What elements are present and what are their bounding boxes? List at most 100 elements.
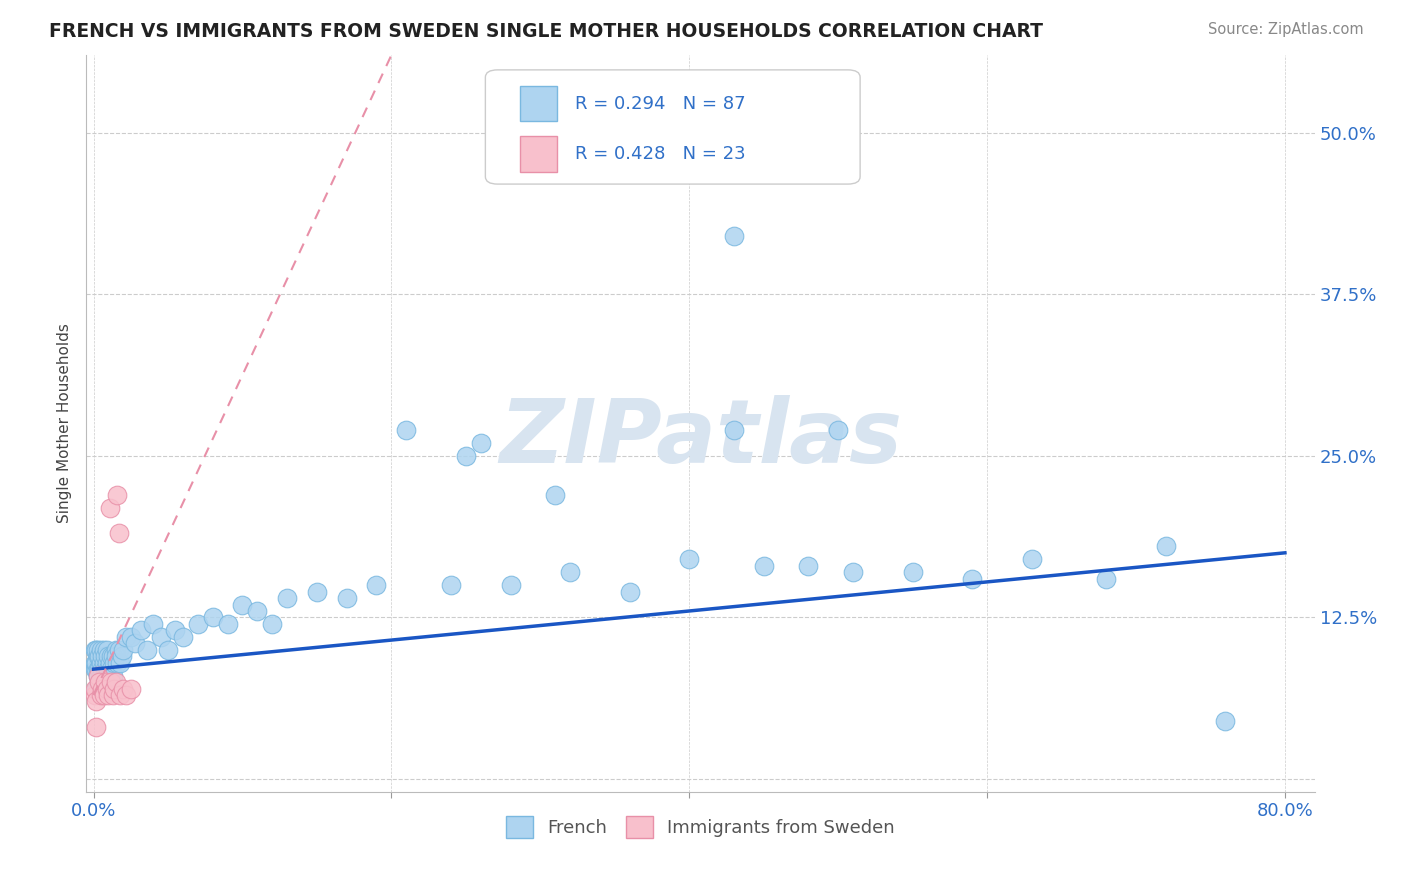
Point (115, 630, 138, 644)
Point (336, 591, 359, 605)
Point (276, 591, 298, 605)
Point (90, 668, 112, 682)
Point (84, 688, 107, 702)
FancyBboxPatch shape (485, 70, 860, 184)
Point (91, 662, 114, 676)
Point (90, 688, 112, 702)
Point (1021, 552, 1043, 566)
Point (678, 552, 700, 566)
Point (104, 649, 127, 664)
Point (100, 675, 122, 690)
Point (142, 616, 165, 631)
Point (93, 688, 115, 702)
Point (94, 662, 117, 676)
Point (94, 675, 117, 690)
Point (101, 668, 124, 682)
Point (93, 656, 115, 670)
Point (100, 662, 122, 676)
Point (87, 662, 110, 676)
Point (87, 649, 110, 664)
Point (797, 558, 820, 573)
Text: R = 0.428   N = 23: R = 0.428 N = 23 (575, 145, 745, 163)
Point (115, 688, 138, 702)
Legend: French, Immigrants from Sweden: French, Immigrants from Sweden (499, 809, 901, 846)
Point (129, 624, 152, 638)
Point (104, 642, 127, 657)
Point (87, 668, 110, 682)
Y-axis label: Single Mother Households: Single Mother Households (58, 324, 72, 524)
Point (104, 675, 127, 690)
Point (111, 649, 134, 664)
Point (86, 694, 108, 708)
Point (1215, 714, 1237, 728)
Point (96, 656, 118, 670)
Point (544, 488, 567, 502)
Text: Source: ZipAtlas.com: Source: ZipAtlas.com (1208, 22, 1364, 37)
Point (86, 642, 108, 657)
Point (619, 584, 641, 599)
Point (97, 649, 120, 664)
Text: FRENCH VS IMMIGRANTS FROM SWEDEN SINGLE MOTHER HOUSEHOLDS CORRELATION CHART: FRENCH VS IMMIGRANTS FROM SWEDEN SINGLE … (49, 22, 1043, 41)
Point (89, 662, 111, 676)
Point (96, 668, 118, 682)
Point (112, 681, 135, 696)
Point (84, 662, 107, 676)
Point (440, 578, 463, 592)
Point (100, 649, 122, 664)
Point (454, 449, 477, 463)
Point (187, 616, 209, 631)
Point (96, 642, 118, 657)
Point (84, 681, 107, 696)
Point (156, 642, 179, 657)
Point (827, 423, 849, 437)
Point (108, 642, 131, 657)
Point (98, 500, 121, 515)
Point (120, 630, 142, 644)
Point (103, 656, 125, 670)
Point (723, 229, 745, 244)
Point (752, 558, 775, 573)
Point (86, 656, 108, 670)
Point (366, 578, 388, 592)
Point (105, 656, 128, 670)
Text: ZIPatlas: ZIPatlas (499, 395, 901, 482)
Point (96, 681, 118, 696)
Point (87, 642, 110, 657)
Point (558, 565, 581, 579)
Point (98, 668, 121, 682)
Point (98, 656, 121, 670)
Point (1095, 572, 1118, 586)
Point (86, 720, 108, 734)
Point (94, 649, 117, 664)
Point (91, 681, 114, 696)
Text: R = 0.294   N = 87: R = 0.294 N = 87 (575, 95, 745, 112)
Point (89, 649, 111, 664)
Point (165, 624, 187, 638)
Point (97, 675, 120, 690)
Point (86, 662, 108, 676)
Point (112, 642, 135, 657)
Point (499, 578, 522, 592)
Point (97, 662, 120, 676)
Point (217, 616, 239, 631)
Point (231, 598, 253, 612)
Point (470, 436, 492, 450)
Point (105, 488, 128, 502)
Point (842, 565, 865, 579)
Point (110, 688, 132, 702)
Point (86, 681, 108, 696)
Point (960, 572, 983, 586)
Point (91, 649, 114, 664)
Point (94, 675, 117, 690)
Point (110, 656, 132, 670)
Point (87, 668, 110, 682)
Point (120, 681, 142, 696)
Point (149, 630, 172, 644)
Point (90, 642, 112, 657)
Point (172, 630, 194, 644)
FancyBboxPatch shape (520, 87, 557, 121)
Point (201, 610, 224, 624)
Point (90, 656, 112, 670)
Point (262, 616, 284, 631)
Point (108, 526, 131, 541)
